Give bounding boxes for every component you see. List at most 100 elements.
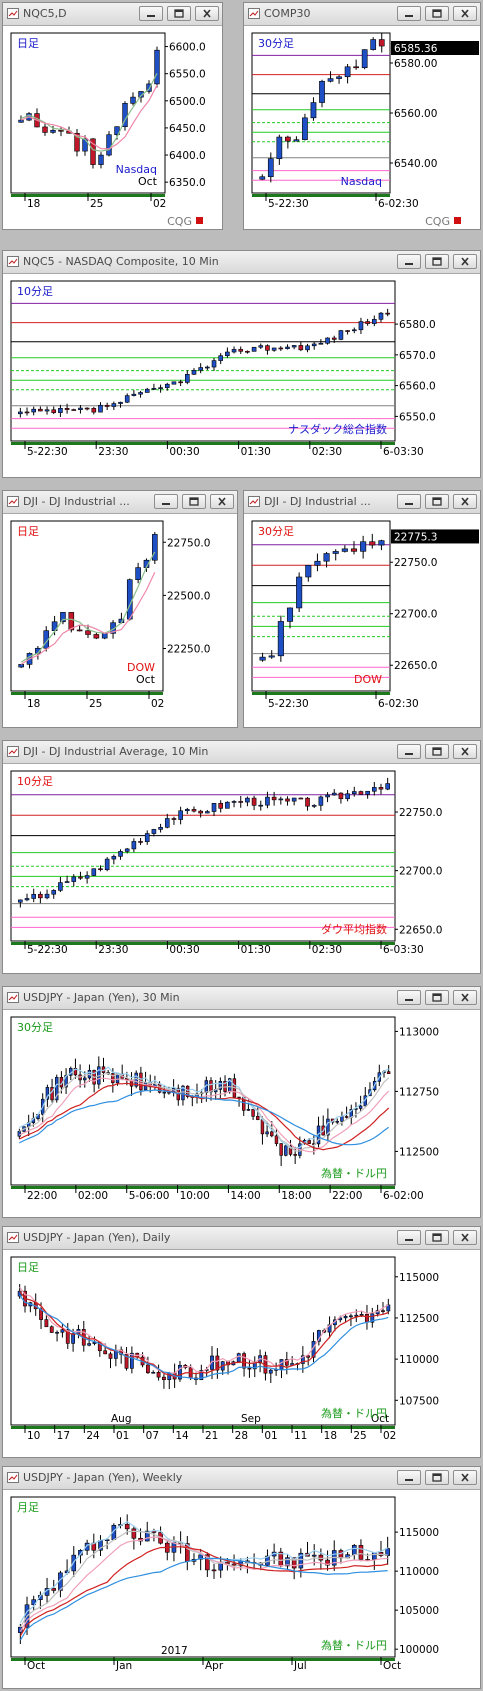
nq-10min-titlebar[interactable]: NQC5 - NASDAQ Composite, 10 Min <box>3 251 480 274</box>
maximize-icon <box>189 497 199 506</box>
minimize-button[interactable] <box>139 6 163 21</box>
candle <box>385 783 390 790</box>
minimize-button[interactable] <box>397 1230 421 1245</box>
minimize-button[interactable] <box>154 494 178 509</box>
candle <box>129 1352 134 1369</box>
x-tick-label: 6-02:30 <box>378 198 419 210</box>
candle <box>74 132 80 152</box>
month-label: Oct <box>371 1413 389 1425</box>
close-button[interactable] <box>453 6 477 21</box>
minimize-button[interactable] <box>397 1470 421 1485</box>
candle <box>162 1091 166 1094</box>
maximize-button[interactable] <box>425 6 449 21</box>
candle <box>318 342 324 345</box>
dji-10min-window: DJI - DJ Industrial Average, 10 Min 2275… <box>2 740 481 974</box>
maximize-button[interactable] <box>425 990 449 1005</box>
candle <box>198 1554 203 1560</box>
x-tick-label: 21 <box>205 1430 218 1442</box>
candle <box>44 409 50 412</box>
close-button[interactable] <box>453 494 477 509</box>
maximize-button[interactable] <box>167 6 191 21</box>
candle <box>158 387 163 389</box>
y-tick-label: 6450.0 <box>169 123 206 135</box>
close-button[interactable] <box>453 1470 477 1485</box>
y-tick-label: 22750.0 <box>399 807 442 819</box>
candle <box>258 345 264 348</box>
candle <box>336 76 342 79</box>
x-tick-label: 01:30 <box>241 446 271 458</box>
window-title: USDJPY - Japan (Yen), 30 Min <box>23 991 180 1004</box>
candle <box>371 787 377 792</box>
close-button[interactable] <box>453 744 477 759</box>
usdjpy-daily-titlebar[interactable]: USDJPY - Japan (Yen), Daily <box>3 1227 480 1250</box>
minimize-button[interactable] <box>397 990 421 1005</box>
close-button[interactable] <box>195 6 219 21</box>
candle <box>246 1109 251 1111</box>
usdjpy-30-window: USDJPY - Japan (Yen), 30 Min 113000 11275… <box>2 986 481 1218</box>
candle <box>247 1367 252 1370</box>
candle <box>84 875 90 879</box>
y-tick-label: 115000 <box>399 1527 439 1539</box>
minimize-button[interactable] <box>397 254 421 269</box>
close-button[interactable] <box>453 254 477 269</box>
nq-daily-titlebar[interactable]: NQC5,D <box>3 3 222 26</box>
maximize-button[interactable] <box>425 494 449 509</box>
maximize-button[interactable] <box>425 1470 449 1485</box>
candle <box>305 345 310 351</box>
candle <box>365 790 370 795</box>
candle <box>378 39 385 47</box>
maximize-button[interactable] <box>425 1230 449 1245</box>
x-axis-bar <box>252 692 390 695</box>
comp30-titlebar[interactable]: COMP30 <box>244 3 480 26</box>
candle <box>45 1087 50 1100</box>
maximize-button[interactable] <box>425 744 449 759</box>
candle <box>51 409 57 413</box>
candle <box>378 787 384 790</box>
candle <box>78 407 83 410</box>
x-tick-label: 02:00 <box>78 1190 108 1202</box>
usdjpy-30-titlebar[interactable]: USDJPY - Japan (Yen), 30 Min <box>3 987 480 1010</box>
moving-average-line <box>19 1072 390 1152</box>
x-axis-bar <box>252 194 390 197</box>
close-button[interactable] <box>210 494 234 509</box>
candle <box>71 409 77 411</box>
x-tick-label: 24 <box>86 1430 100 1442</box>
chart-window-icon <box>248 496 260 507</box>
plot-area <box>10 1496 396 1658</box>
candle <box>111 1073 115 1084</box>
watermark-label: ナスダック総合指数 <box>288 422 387 436</box>
candle <box>265 1131 269 1135</box>
candle <box>181 1085 185 1101</box>
maximize-button[interactable] <box>182 494 206 509</box>
candle <box>341 548 348 552</box>
minimize-button[interactable] <box>397 6 421 21</box>
minimize-button[interactable] <box>397 744 421 759</box>
candle <box>260 1119 265 1135</box>
maximize-button[interactable] <box>425 254 449 269</box>
moving-average-line <box>19 1294 389 1380</box>
candle <box>68 612 75 631</box>
x-tick-label: 6-03:30 <box>383 944 424 956</box>
candle <box>331 337 337 340</box>
chart-timeframe-label: 30分足 <box>258 37 294 50</box>
dji-10min-titlebar[interactable]: DJI - DJ Industrial Average, 10 Min <box>3 741 480 764</box>
x-tick-label: 07 <box>146 1430 159 1442</box>
dji-daily-titlebar[interactable]: DJI - DJ Industrial ... <box>3 491 237 514</box>
candle <box>298 797 304 800</box>
close-button[interactable] <box>453 990 477 1005</box>
candle <box>361 49 368 69</box>
candle <box>358 1545 364 1560</box>
dji-30-titlebar[interactable]: DJI - DJ Industrial ... <box>244 491 480 514</box>
moving-average-line <box>19 1557 388 1641</box>
usdjpy-30-chart: 113000 112750 112500 22:00 02:00 5-06:00 10:00… <box>10 1016 439 1202</box>
watermark-label: 為替・ドル円 <box>321 1166 387 1180</box>
minimize-button[interactable] <box>397 494 421 509</box>
close-button[interactable] <box>453 1230 477 1245</box>
candle <box>271 347 277 351</box>
candle <box>218 355 223 361</box>
candle <box>146 83 152 92</box>
candle <box>259 176 266 180</box>
candle <box>209 1080 213 1093</box>
plot-area <box>251 520 391 692</box>
usdjpy-weekly-titlebar[interactable]: USDJPY - Japan (Yen), Weekly <box>3 1467 480 1490</box>
